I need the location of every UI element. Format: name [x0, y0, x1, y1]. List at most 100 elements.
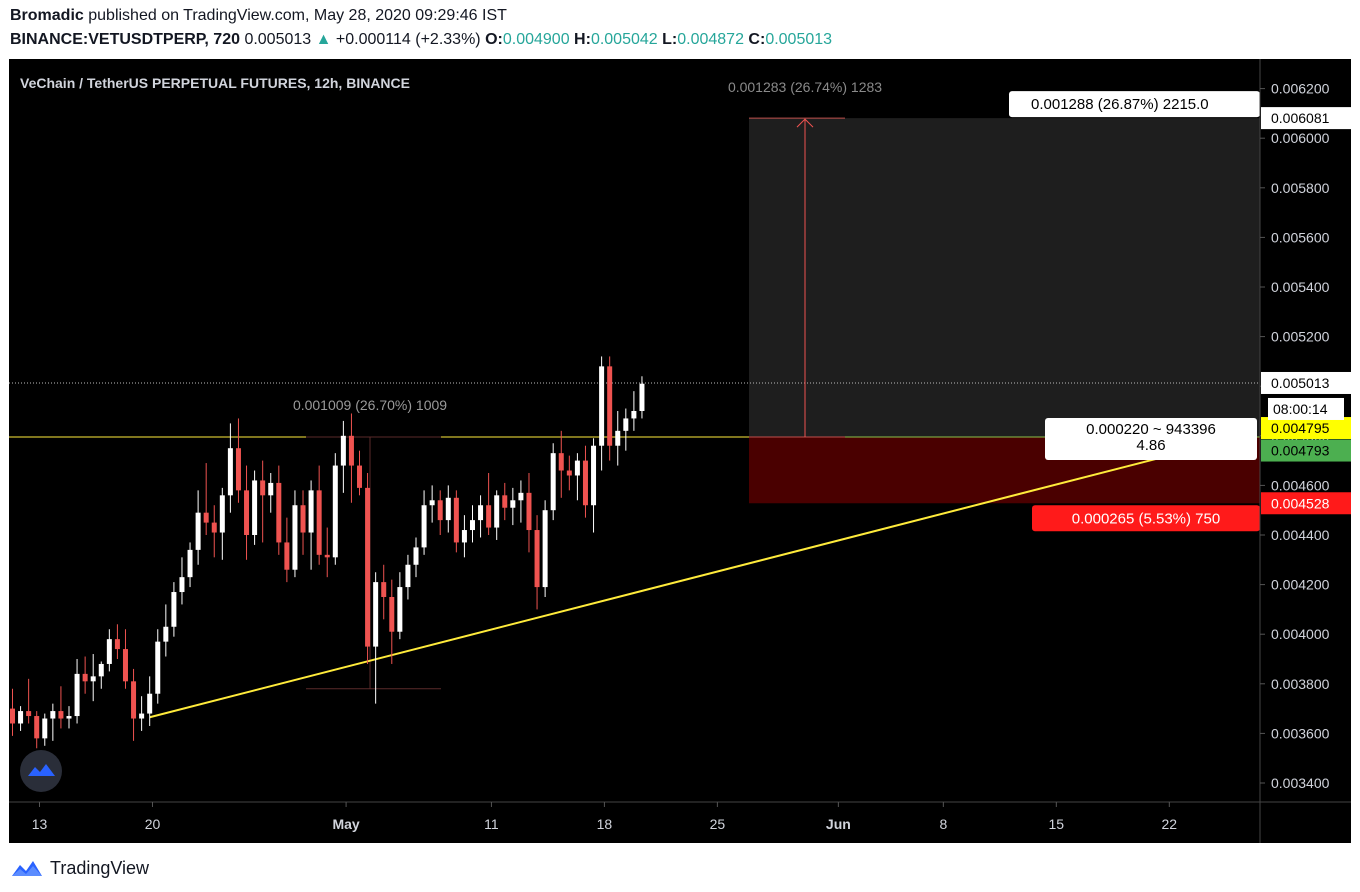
candle-body — [437, 500, 443, 521]
candle — [365, 473, 371, 664]
candle-body — [510, 500, 516, 508]
candle — [566, 455, 572, 491]
candle-body — [219, 495, 225, 533]
candle — [292, 490, 298, 578]
candle-body — [50, 711, 56, 719]
candle — [461, 515, 467, 558]
candle — [599, 356, 605, 471]
y-tick-label: 0.004000 — [1271, 626, 1330, 642]
candle-body — [292, 505, 298, 570]
candle — [187, 542, 193, 588]
candle — [639, 376, 645, 419]
candle — [235, 418, 241, 503]
price-change: +0.000114 (+2.33%) — [335, 31, 481, 48]
candle — [90, 654, 96, 702]
candle — [542, 500, 548, 597]
candle — [389, 579, 395, 664]
candle — [179, 557, 185, 605]
candle — [171, 582, 177, 637]
x-tick-label: 15 — [1049, 816, 1065, 832]
candle-body — [227, 448, 233, 496]
candle — [18, 706, 24, 731]
open-value: 0.004900 — [502, 31, 570, 48]
candle — [163, 604, 169, 657]
candle — [558, 430, 564, 498]
candle-body — [260, 480, 266, 496]
x-tick-label: 25 — [710, 816, 726, 832]
candle-body — [582, 460, 588, 506]
candle-body — [122, 649, 128, 682]
candle-body — [211, 522, 217, 533]
tradingview-footer-logo-icon[interactable] — [10, 856, 44, 880]
y-tick-label: 0.004200 — [1271, 577, 1330, 593]
candle — [623, 408, 629, 451]
candle — [227, 423, 233, 513]
candle — [421, 490, 427, 555]
position-info-box — [1045, 418, 1257, 461]
candle — [268, 473, 274, 513]
candlestick-chart[interactable]: 0.001009 (26.70%) 1009 0.001283 (26.74%) … — [9, 59, 1351, 843]
candle-body — [203, 512, 209, 523]
candle-body — [599, 366, 605, 446]
candle-body — [558, 453, 564, 471]
candle — [340, 420, 346, 493]
candle-body — [478, 505, 484, 521]
candle-body — [187, 549, 193, 578]
candle — [469, 505, 475, 543]
candle — [526, 473, 532, 553]
candle — [534, 515, 540, 610]
candle — [139, 696, 145, 731]
candle-body — [18, 711, 24, 724]
candle-body — [381, 582, 387, 597]
measure-2-label: 0.001283 (26.74%) 1283 — [728, 79, 882, 95]
tradingview-logo-icon[interactable] — [20, 750, 62, 792]
candle — [276, 465, 282, 555]
candle-body — [268, 482, 274, 496]
chart-title: VeChain / TetherUS PERPETUAL FUTURES, 12… — [20, 75, 410, 91]
candle — [445, 485, 451, 533]
close-value: 0.005013 — [765, 31, 833, 48]
candle-body — [413, 547, 419, 565]
candle-body — [82, 673, 88, 682]
countdown-label: 08:00:14 — [1273, 401, 1328, 417]
candle-body — [300, 505, 306, 533]
candle-body — [574, 460, 580, 476]
publisher-name[interactable]: Bromadic — [10, 7, 84, 24]
price-tag-box — [1261, 371, 1351, 394]
y-tick-label: 0.004400 — [1271, 527, 1330, 543]
x-tick-label: Jun — [826, 816, 851, 832]
candle-body — [171, 592, 177, 627]
candle — [260, 460, 266, 543]
candle — [98, 661, 104, 689]
candle-body — [591, 445, 597, 506]
candle-body — [252, 480, 258, 535]
chart-frame[interactable]: 0.001009 (26.70%) 1009 0.001283 (26.74%) … — [9, 59, 1351, 843]
candle-body — [316, 490, 322, 555]
candle-body — [461, 530, 467, 543]
candle — [437, 490, 443, 535]
position-info-line-1: 0.000220 ~ 943396 — [1086, 421, 1216, 438]
candle — [413, 537, 419, 578]
candle — [550, 443, 556, 521]
candle — [348, 413, 354, 503]
header-line-1: Bromadic published on TradingView.com, M… — [10, 7, 507, 25]
stop-label: 0.000265 (5.53%) 750 — [1072, 510, 1220, 527]
countdown-box — [1268, 397, 1344, 420]
candle-body — [421, 505, 427, 548]
candle-body — [58, 711, 64, 719]
header-line-2: BINANCE:VETUSDTPERP, 720 0.005013 ▲ +0.0… — [10, 31, 832, 49]
candle — [429, 485, 435, 523]
candle — [42, 713, 48, 746]
candle-body — [542, 510, 548, 588]
footer-brand[interactable]: TradingView — [50, 857, 150, 878]
candle-body — [324, 554, 330, 558]
candle-body — [631, 411, 637, 419]
candle — [252, 470, 258, 545]
candle-body — [90, 676, 96, 682]
candle-body — [66, 716, 72, 719]
candle-body — [566, 470, 572, 476]
candle-body — [526, 492, 532, 531]
target-label-box — [1009, 91, 1260, 118]
candle-body — [131, 681, 137, 719]
candle — [518, 480, 524, 523]
